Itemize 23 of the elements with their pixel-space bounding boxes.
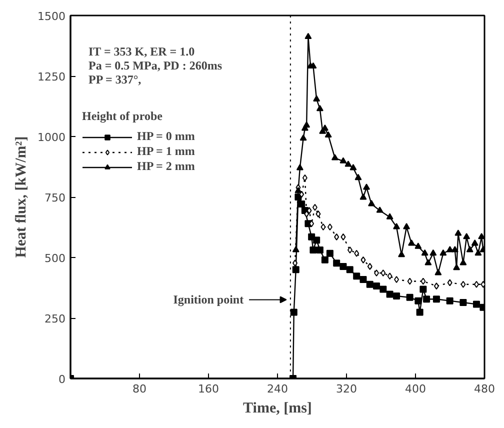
x-tick-label: 480 — [474, 382, 495, 396]
ref-line-label: Ignition point — [173, 292, 244, 307]
annotation: PP = 337°, — [88, 72, 142, 86]
y-tick-label: 500 — [44, 252, 66, 265]
x-axis-title: Time, [ms] — [243, 400, 312, 416]
x-tick-label: 160 — [198, 382, 219, 396]
legend-label: HP = 2 mm — [137, 159, 195, 174]
x-tick-label: 240 — [267, 382, 288, 396]
annotation: Pa = 0.5 MPa, PD : 260ms — [88, 58, 222, 72]
annotation: IT = 353 K, ER = 1.0 — [88, 44, 195, 58]
y-axis-title: Heat flux, [kW/m²] — [14, 136, 30, 258]
legend-label: HP = 1 mm — [137, 144, 195, 159]
y-tick-label: 0 — [58, 373, 66, 386]
x-tick-label: 400 — [405, 382, 426, 396]
y-tick-label: 1250 — [38, 70, 66, 84]
x-tick-label: 320 — [336, 382, 357, 396]
y-tick-label: 250 — [44, 312, 66, 326]
y-tick-label: 1000 — [38, 131, 66, 144]
legend-label: HP = 0 mm — [137, 129, 195, 144]
x-tick-label: 80 — [132, 382, 146, 396]
y-tick-label: 1500 — [38, 10, 66, 23]
y-tick-label: 750 — [44, 192, 66, 204]
legend-title: Height of probe — [82, 109, 164, 124]
